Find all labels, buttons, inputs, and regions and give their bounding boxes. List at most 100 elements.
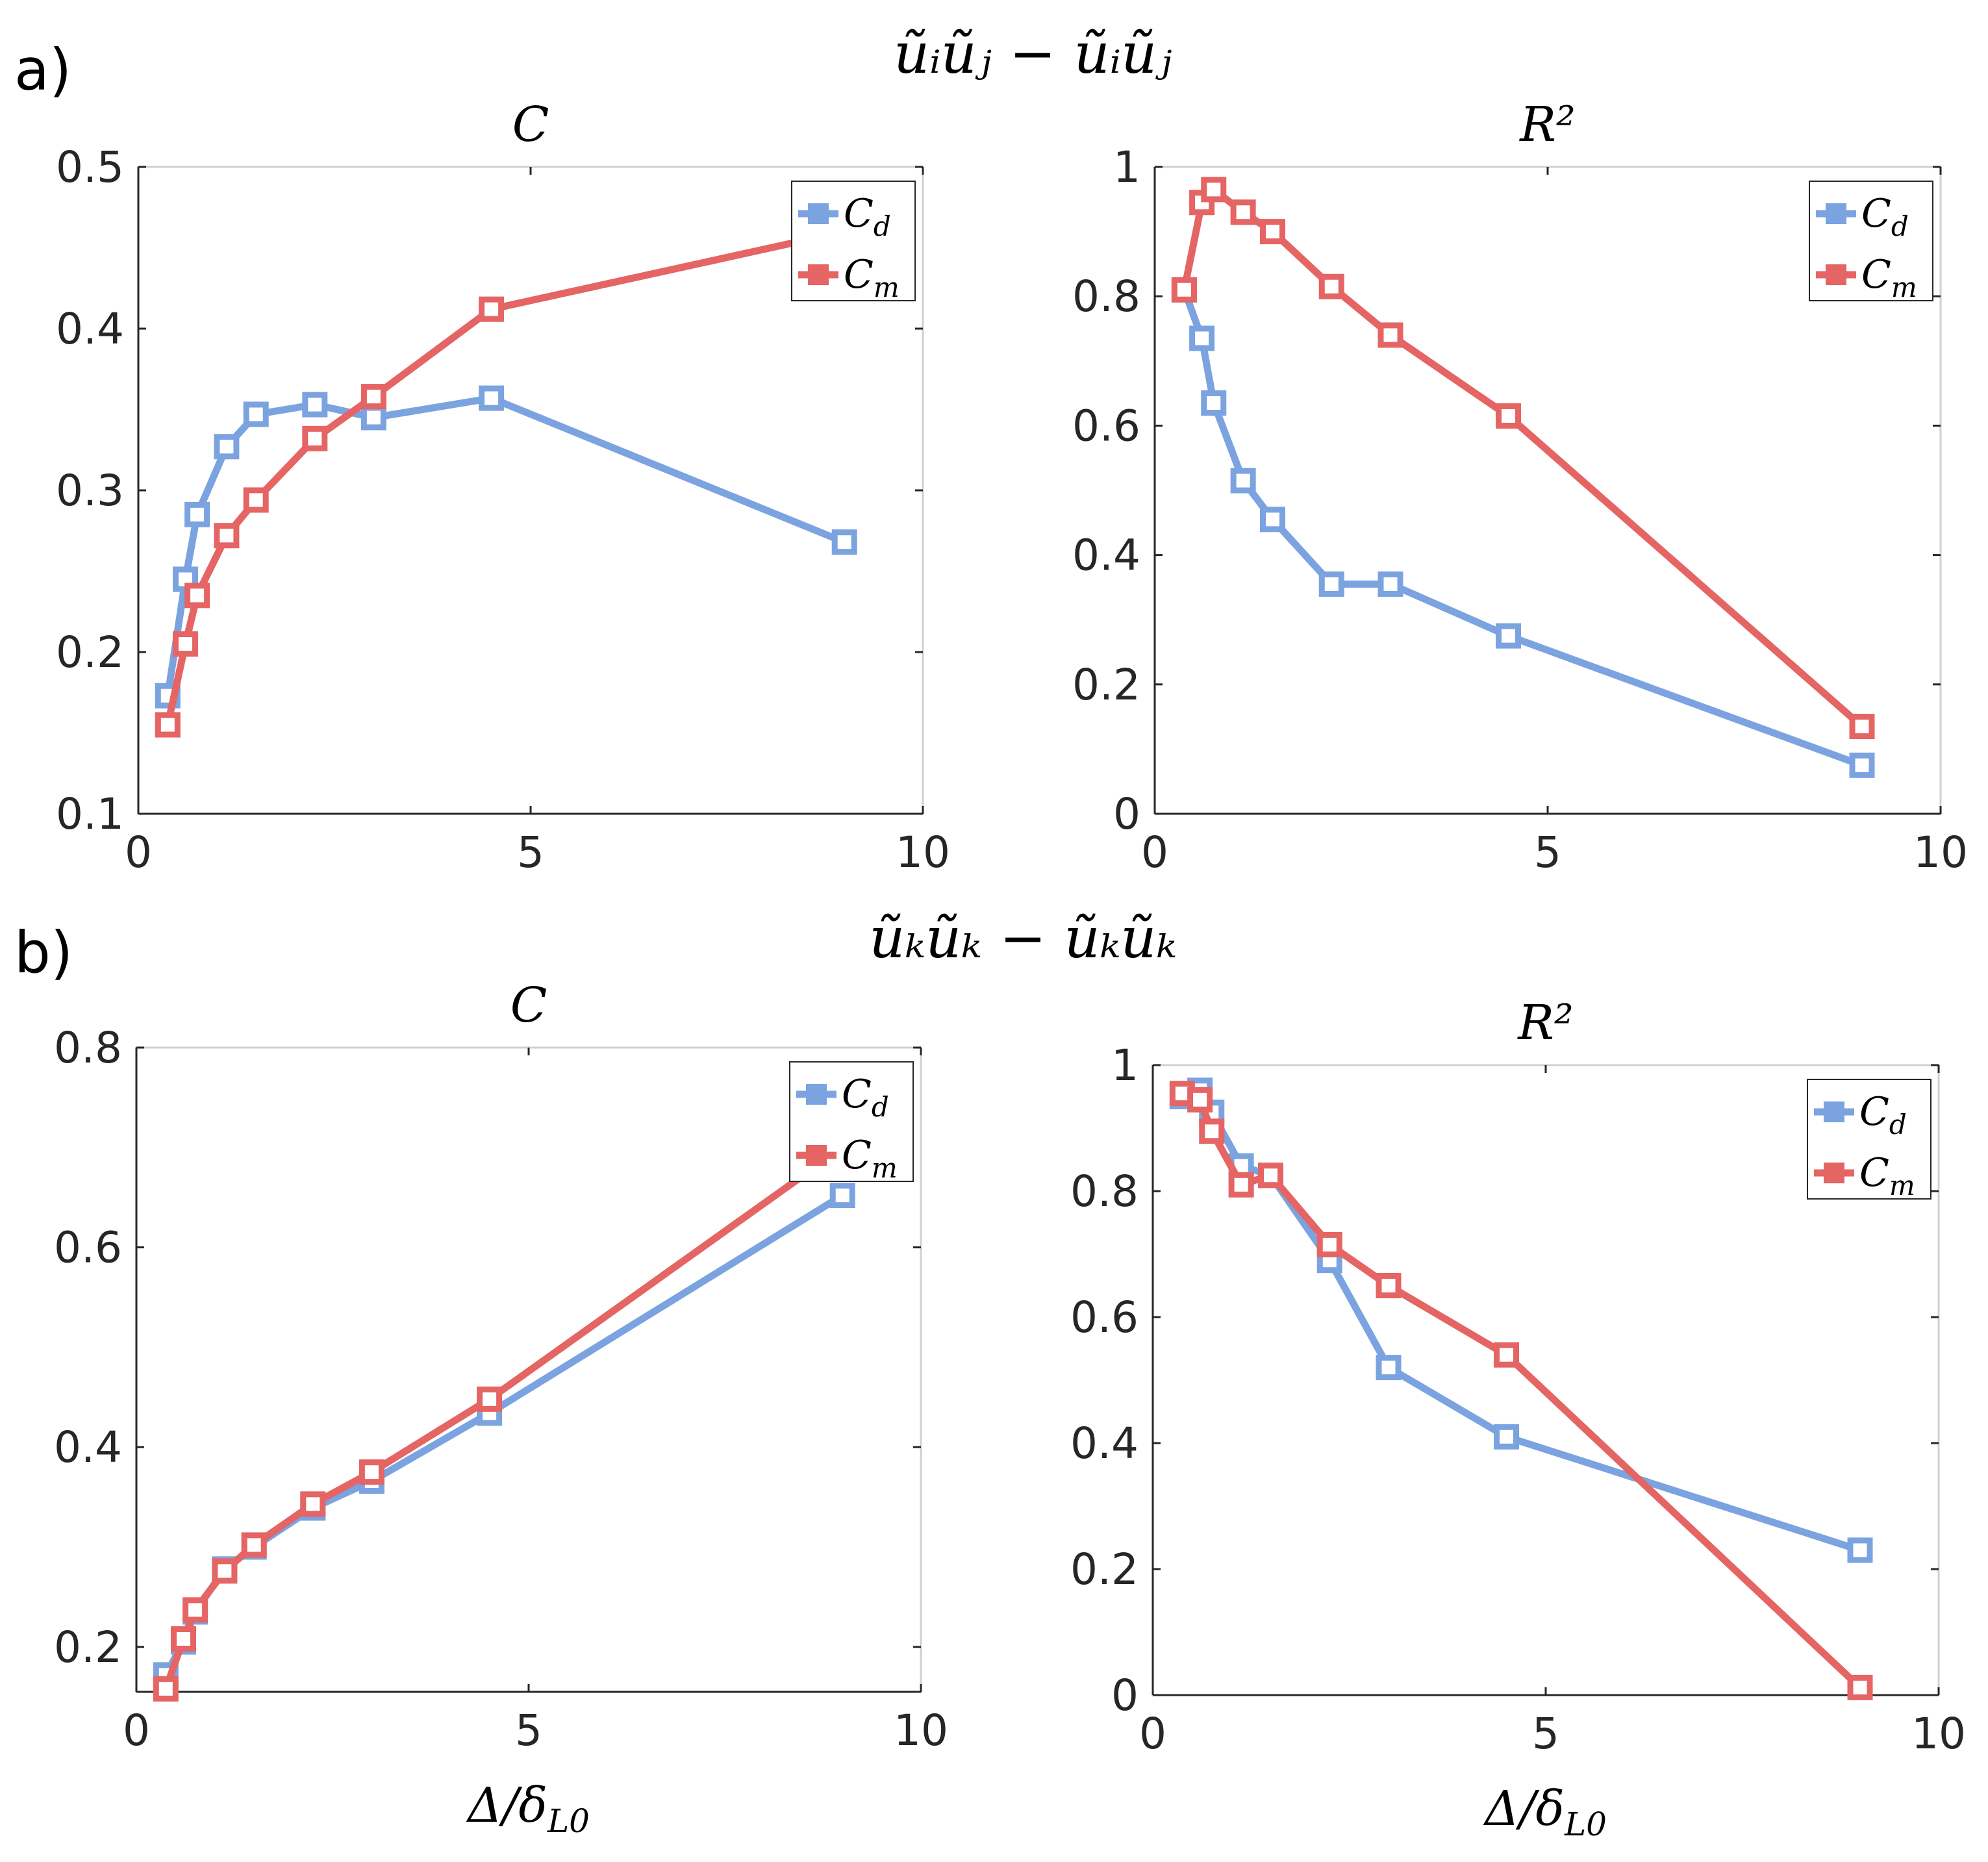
- y-tick-label: 0.2: [54, 1622, 122, 1672]
- data-point-Cm: [1316, 1231, 1342, 1257]
- data-point-Cm: [1199, 1118, 1225, 1144]
- x-tick-label: 5: [1534, 827, 1561, 877]
- legend-swatch-marker: [1824, 1163, 1844, 1183]
- data-point-Cd: [479, 385, 505, 411]
- data-point-Cm: [243, 487, 269, 513]
- y-tick-label: 0.4: [54, 1422, 122, 1472]
- data-point-Cm: [153, 1676, 179, 1702]
- x-tick-label: 0: [123, 1705, 150, 1755]
- panel-letter-b: b): [14, 919, 73, 986]
- y-tick-label: 0.4: [1070, 1418, 1139, 1468]
- legend-swatch-marker: [1824, 1101, 1844, 1122]
- x-tick-label: 0: [1141, 827, 1168, 877]
- chart-title: C: [512, 97, 549, 153]
- chart-title: C: [510, 977, 547, 1033]
- data-point-Cm: [1187, 1087, 1213, 1113]
- chart-r2-row-a: 0 5 10 0 0.2 0.4 0.6 0.8 1 R² Cd Cm: [1072, 97, 1968, 877]
- data-point-Cm: [1258, 1163, 1283, 1189]
- legend-swatch-marker: [808, 203, 829, 224]
- x-tick-label: 0: [125, 827, 152, 877]
- data-point-Cm: [302, 425, 328, 451]
- data-point-Cm: [172, 631, 198, 657]
- data-point-Cd: [1201, 390, 1227, 416]
- data-point-Cd: [1849, 752, 1875, 778]
- y-tick-label: 0.2: [1072, 660, 1140, 710]
- chart-c-row-a: 0 5 10 0.1 0.2 0.3 0.4 0.5 C Cd Cm: [56, 97, 950, 877]
- y-tick-label: 0.5: [56, 142, 124, 192]
- data-point-Cm: [477, 1386, 503, 1412]
- x-tick-label: 10: [1913, 827, 1968, 877]
- data-point-Cd: [1378, 571, 1403, 597]
- legend-swatch-marker: [806, 1084, 827, 1105]
- row-title-b: ũₖũₖ − ũₖũₖ: [869, 906, 1177, 971]
- legend-label-Cd: Cd: [1861, 191, 1909, 242]
- data-point-Cm: [241, 1532, 267, 1558]
- chart-title: R²: [1516, 995, 1573, 1051]
- data-point-Cm: [1171, 277, 1197, 303]
- y-tick-label: 0.8: [1070, 1166, 1139, 1216]
- row-title-a: ũᵢũⱼ − ũᵢũⱼ: [894, 21, 1172, 86]
- data-point-Cd: [1230, 468, 1256, 494]
- x-tick-label: 0: [1139, 1709, 1166, 1759]
- data-point-Cm: [182, 1597, 208, 1623]
- x-tick-label: 5: [1532, 1709, 1559, 1759]
- y-tick-label: 0.4: [56, 304, 124, 354]
- chart-title: R²: [1518, 97, 1575, 153]
- data-point-Cd: [302, 392, 328, 418]
- data-point-Cd: [1189, 325, 1215, 351]
- x-axis-label: Δ/δL0: [466, 1778, 590, 1840]
- data-point-Cm: [360, 384, 386, 410]
- data-point-Cd: [243, 401, 269, 427]
- x-tick-label: 10: [896, 827, 950, 877]
- y-tick-label: 0.3: [56, 466, 124, 516]
- x-axis-label: Δ/δL0: [1483, 1781, 1607, 1843]
- data-point-Cm: [300, 1491, 326, 1517]
- data-point-Cd: [1318, 571, 1344, 597]
- data-point-Cd: [1847, 1537, 1873, 1563]
- legend-swatch-marker: [1826, 264, 1846, 285]
- chart-c-row-b: 0 5 10 0.2 0.4 0.6 0.8 C Δ/δL0 Cd Cm: [54, 977, 948, 1840]
- data-point-Cm: [1849, 714, 1875, 740]
- data-point-Cm: [170, 1626, 196, 1652]
- data-point-Cd: [1376, 1355, 1402, 1381]
- x-tick-label: 10: [1911, 1709, 1966, 1759]
- data-point-Cd: [360, 405, 386, 431]
- legend-label-Cm: Cm: [842, 1133, 898, 1184]
- y-tick-label: 0.6: [1070, 1292, 1139, 1342]
- y-tick-label: 1: [1113, 142, 1140, 192]
- x-tick-label: 5: [515, 1705, 542, 1755]
- y-tick-label: 0: [1111, 1670, 1139, 1720]
- data-point-Cd: [831, 529, 857, 555]
- data-point-Cd: [1494, 1424, 1519, 1450]
- data-point-Cm: [1494, 1342, 1519, 1368]
- legend-swatch-marker: [1826, 203, 1846, 224]
- data-point-Cm: [214, 523, 240, 549]
- x-tick-label: 5: [517, 827, 544, 877]
- data-point-Cm: [479, 296, 505, 322]
- legend-label-Cd: Cd: [1859, 1089, 1907, 1140]
- y-tick-label: 1: [1111, 1040, 1139, 1090]
- data-point-Cm: [1228, 1172, 1254, 1198]
- legend-label-Cm: Cm: [1861, 252, 1917, 303]
- data-point-Cm: [1318, 273, 1344, 299]
- chart-r2-row-b: 0 5 10 0 0.2 0.4 0.6 0.8 1 R² Δ/δL0 Cd Cm: [1070, 995, 1966, 1843]
- y-tick-label: 0.6: [1072, 401, 1140, 451]
- y-tick-label: 0.8: [1072, 271, 1140, 321]
- y-tick-label: 0.2: [1070, 1544, 1139, 1594]
- data-point-Cm: [1260, 219, 1285, 245]
- legend-label-Cm: Cm: [1859, 1150, 1915, 1201]
- y-tick-label: 0.6: [54, 1223, 122, 1273]
- legend-swatch-marker: [806, 1145, 827, 1166]
- data-point-Cm: [1230, 199, 1256, 225]
- legend-label-Cm: Cm: [844, 252, 900, 303]
- data-point-Cm: [1376, 1273, 1402, 1298]
- x-tick-label: 10: [894, 1705, 948, 1755]
- y-tick-label: 0.8: [54, 1023, 122, 1073]
- y-tick-label: 0.4: [1072, 531, 1140, 581]
- legend-label-Cd: Cd: [842, 1072, 889, 1123]
- data-point-Cd: [214, 434, 240, 460]
- data-point-Cm: [212, 1558, 238, 1584]
- y-tick-label: 0.2: [56, 627, 124, 677]
- panel-letter-a: a): [14, 36, 71, 103]
